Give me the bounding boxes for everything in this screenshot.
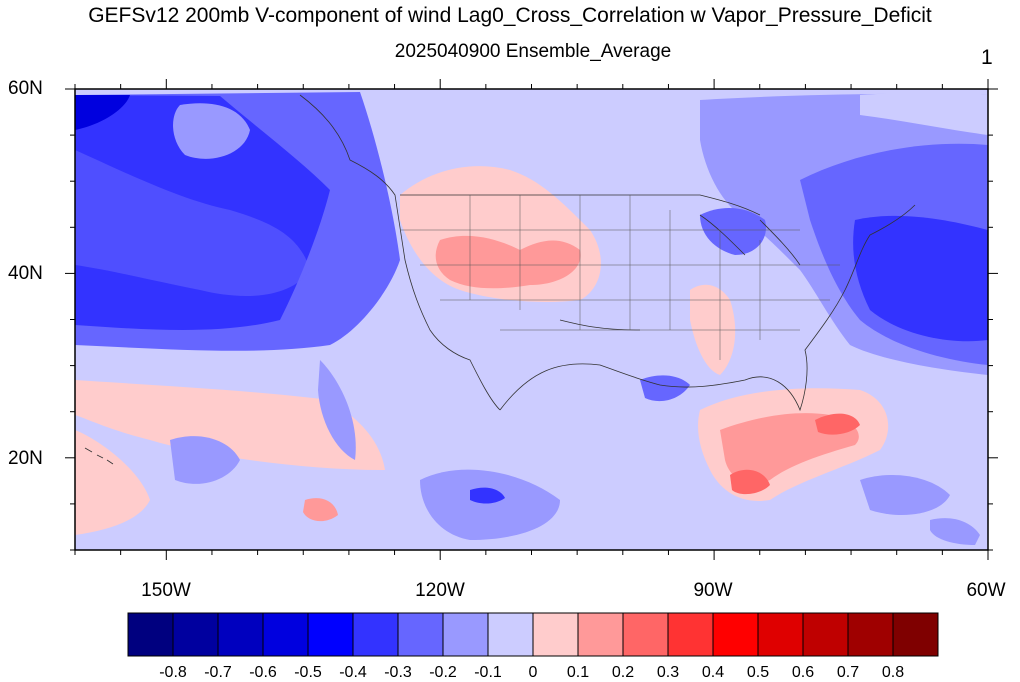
colorbar-swatch bbox=[307, 612, 354, 657]
lat-label-60n: 60N bbox=[8, 78, 43, 99]
colorbar-tick-label: -0.1 bbox=[474, 664, 502, 681]
colorbar-tick-label: 0.5 bbox=[746, 664, 770, 681]
colorbar-swatch bbox=[532, 612, 579, 657]
colorbar-tick-label: 0.4 bbox=[701, 664, 725, 681]
colorbar-swatch bbox=[442, 612, 489, 657]
colorbar-tick-label: 0.3 bbox=[656, 664, 680, 681]
lon-label-150w: 150W bbox=[141, 580, 191, 601]
colorbar-tick-label: 0.7 bbox=[836, 664, 860, 681]
axis-ticks bbox=[65, 79, 998, 560]
colorbar-tick-label: 0.1 bbox=[566, 664, 590, 681]
colorbar-swatch bbox=[847, 612, 894, 657]
colorbar-tick-label: -0.2 bbox=[429, 664, 457, 681]
colorbar-swatch bbox=[577, 612, 624, 657]
colorbar-tick-label: -0.8 bbox=[159, 664, 187, 681]
colorbar-swatch bbox=[667, 612, 714, 657]
colorbar-tick-label: 0 bbox=[528, 664, 538, 681]
colorbar-tick-label: 0.8 bbox=[881, 664, 905, 681]
colorbar-tick-label: -0.6 bbox=[249, 664, 277, 681]
colorbar-tick-label: 0.6 bbox=[791, 664, 815, 681]
lat-label-20n: 20N bbox=[8, 448, 43, 469]
colorbar-tick-label: -0.4 bbox=[339, 664, 367, 681]
colorbar-swatch bbox=[757, 612, 804, 657]
colorbar-tick-label: -0.7 bbox=[204, 664, 232, 681]
state-borders bbox=[400, 195, 840, 360]
colorbar-swatch bbox=[802, 612, 849, 657]
colorbar-swatch bbox=[352, 612, 399, 657]
colorbar-tick-label: 0.2 bbox=[611, 664, 635, 681]
colorbar-swatch bbox=[712, 612, 759, 657]
colorbar-swatch bbox=[892, 612, 939, 657]
colorbar-swatch bbox=[397, 612, 444, 657]
colorbar-tick-label: -0.3 bbox=[384, 664, 412, 681]
colorbar-swatch bbox=[172, 612, 219, 657]
colorbar-swatch bbox=[622, 612, 669, 657]
lat-label-40n: 40N bbox=[8, 263, 43, 284]
correlation-field bbox=[75, 89, 988, 550]
panel-number: 1 bbox=[981, 46, 993, 69]
coastlines bbox=[84, 94, 916, 465]
colorbar-swatch bbox=[262, 612, 309, 657]
chart-subtitle: 2025040900 Ensemble_Average bbox=[394, 41, 672, 62]
lon-label-120w: 120W bbox=[415, 580, 465, 601]
colorbar-tick-label: -0.5 bbox=[294, 664, 322, 681]
lon-label-90w: 90W bbox=[693, 580, 733, 601]
lon-label-60w: 60W bbox=[966, 580, 1006, 601]
colorbar-swatch bbox=[217, 612, 264, 657]
colorbar bbox=[127, 612, 939, 657]
colorbar-swatch bbox=[487, 612, 534, 657]
chart-title: GEFSv12 200mb V-component of wind Lag0_C… bbox=[88, 4, 932, 27]
colorbar-swatch bbox=[127, 612, 174, 657]
